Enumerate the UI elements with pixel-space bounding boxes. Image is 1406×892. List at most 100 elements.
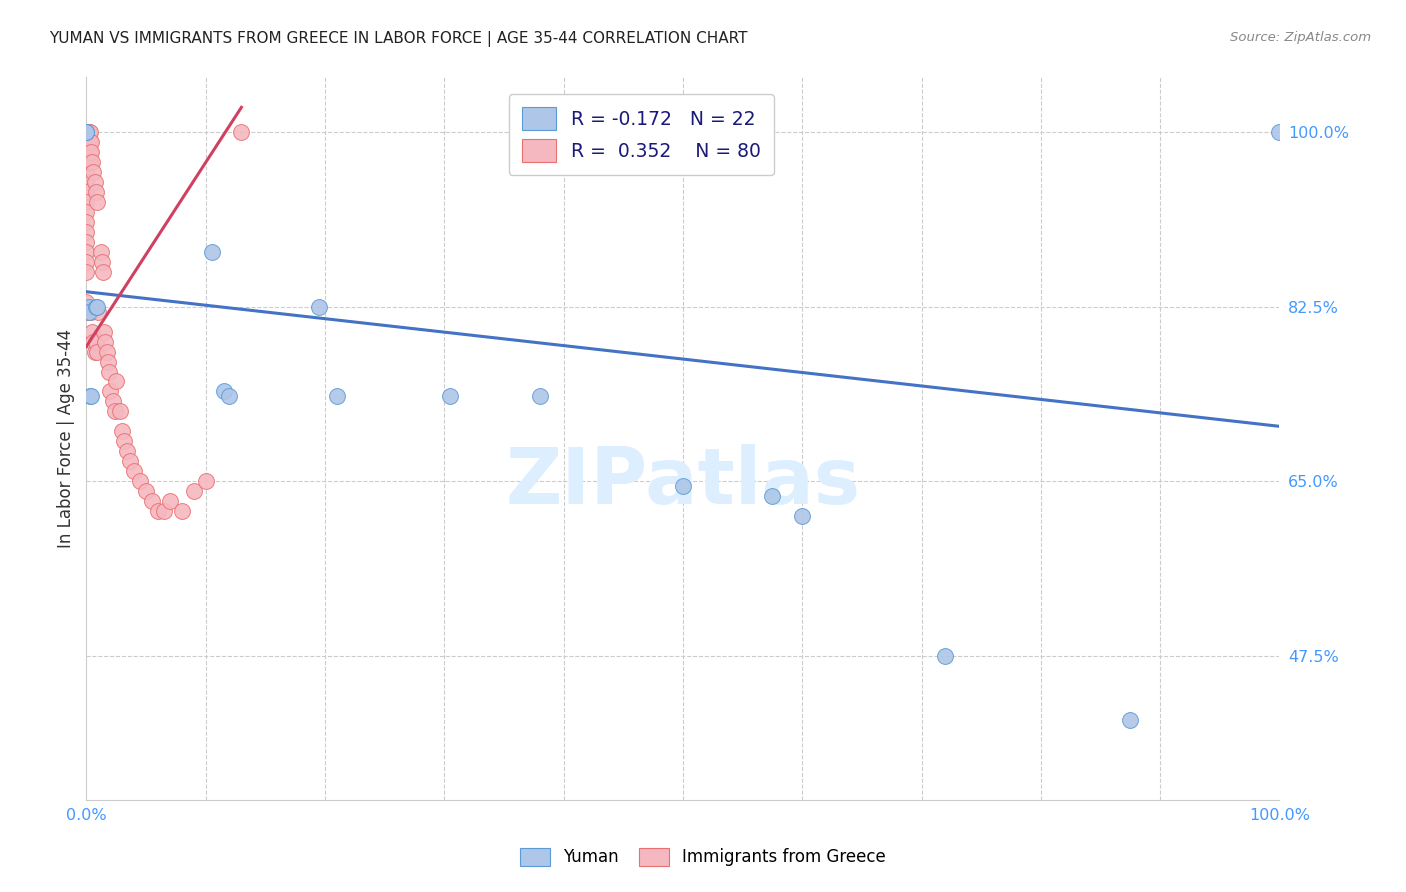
- Point: [153, 504, 176, 518]
- Point: [75, 185, 97, 199]
- Legend: Yuman, Immigrants from Greece: Yuman, Immigrants from Greece: [513, 841, 893, 873]
- Point: [75, 125, 97, 139]
- Point: [1268, 125, 1291, 139]
- Point: [79, 145, 101, 160]
- Point: [84, 185, 107, 199]
- Point: [90, 255, 112, 269]
- Point: [82, 334, 104, 349]
- Point: [200, 244, 222, 259]
- Point: [115, 444, 138, 458]
- Point: [194, 474, 217, 488]
- Point: [529, 389, 551, 403]
- Point: [159, 494, 181, 508]
- Point: [75, 145, 97, 160]
- Point: [75, 125, 97, 139]
- Point: [75, 125, 97, 139]
- Text: Source: ZipAtlas.com: Source: ZipAtlas.com: [1230, 31, 1371, 45]
- Point: [75, 255, 97, 269]
- Point: [75, 125, 97, 139]
- Point: [75, 125, 97, 139]
- Point: [101, 394, 124, 409]
- Point: [75, 225, 97, 239]
- Point: [75, 125, 97, 139]
- Point: [87, 304, 110, 318]
- Point: [98, 384, 121, 399]
- Point: [75, 125, 97, 139]
- Point: [212, 384, 235, 399]
- Point: [96, 344, 118, 359]
- Point: [80, 135, 103, 149]
- Point: [108, 404, 131, 418]
- Point: [80, 389, 103, 403]
- Point: [75, 205, 97, 219]
- Point: [82, 325, 104, 339]
- Point: [75, 175, 97, 189]
- Point: [84, 334, 107, 349]
- Point: [231, 125, 253, 139]
- Point: [77, 155, 100, 169]
- Point: [934, 648, 956, 663]
- Point: [75, 125, 97, 139]
- Point: [94, 334, 117, 349]
- Point: [83, 344, 105, 359]
- Point: [75, 215, 97, 229]
- Point: [77, 145, 100, 160]
- Point: [761, 489, 783, 503]
- Point: [97, 354, 120, 368]
- Point: [75, 125, 97, 139]
- Legend: R = -0.172   N = 22, R =  0.352    N = 80: R = -0.172 N = 22, R = 0.352 N = 80: [509, 94, 773, 176]
- Point: [75, 165, 97, 179]
- Point: [75, 265, 97, 279]
- Point: [75, 294, 97, 309]
- Point: [91, 265, 114, 279]
- Point: [75, 244, 97, 259]
- Point: [79, 125, 101, 139]
- Point: [77, 135, 100, 149]
- Point: [86, 195, 108, 210]
- Point: [90, 244, 112, 259]
- Point: [135, 484, 157, 499]
- Point: [82, 155, 104, 169]
- Point: [792, 509, 814, 524]
- Point: [1119, 714, 1142, 728]
- Point: [83, 175, 105, 189]
- Point: [82, 165, 104, 179]
- Point: [79, 155, 101, 169]
- Point: [75, 304, 97, 318]
- Point: [672, 479, 695, 493]
- Point: [105, 375, 128, 389]
- Point: [75, 125, 97, 139]
- Y-axis label: In Labor Force | Age 35-44: In Labor Force | Age 35-44: [58, 329, 75, 549]
- Point: [218, 389, 240, 403]
- Point: [75, 235, 97, 249]
- Point: [77, 125, 100, 139]
- Point: [75, 195, 97, 210]
- Point: [75, 175, 97, 189]
- Point: [326, 389, 349, 403]
- Point: [84, 300, 107, 314]
- Point: [308, 300, 330, 314]
- Point: [77, 125, 100, 139]
- Point: [79, 135, 101, 149]
- Text: YUMAN VS IMMIGRANTS FROM GREECE IN LABOR FORCE | AGE 35-44 CORRELATION CHART: YUMAN VS IMMIGRANTS FROM GREECE IN LABOR…: [49, 31, 748, 47]
- Point: [129, 474, 152, 488]
- Point: [77, 125, 100, 139]
- Point: [77, 300, 100, 314]
- Point: [120, 454, 142, 468]
- Text: ZIPatlas: ZIPatlas: [505, 444, 860, 520]
- Point: [439, 389, 461, 403]
- Point: [77, 304, 100, 318]
- Point: [79, 389, 101, 403]
- Point: [80, 145, 103, 160]
- Point: [97, 364, 120, 378]
- Point: [80, 304, 103, 318]
- Point: [104, 404, 127, 418]
- Point: [75, 125, 97, 139]
- Point: [86, 300, 108, 314]
- Point: [170, 504, 193, 518]
- Point: [86, 344, 108, 359]
- Point: [75, 125, 97, 139]
- Point: [146, 504, 169, 518]
- Point: [141, 494, 163, 508]
- Point: [93, 325, 115, 339]
